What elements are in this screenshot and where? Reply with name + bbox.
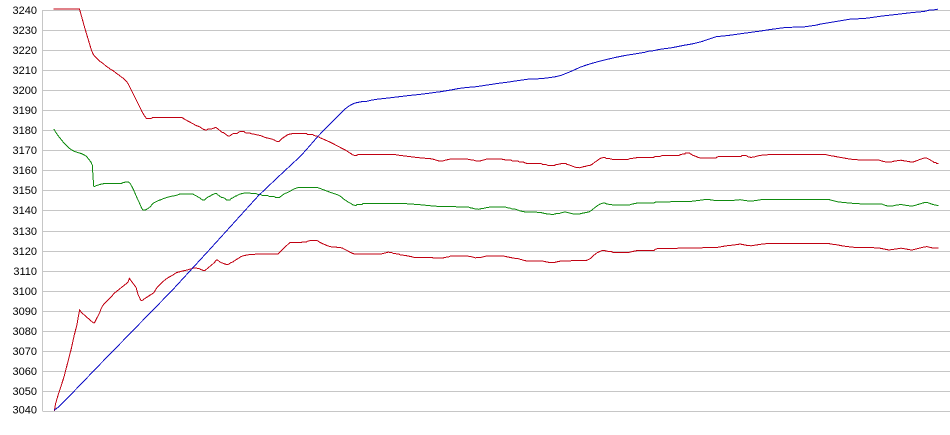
svg-text:3040: 3040 — [13, 405, 37, 417]
svg-text:3210: 3210 — [13, 65, 37, 77]
svg-text:3110: 3110 — [13, 266, 37, 278]
svg-text:3160: 3160 — [13, 165, 37, 177]
svg-text:3060: 3060 — [13, 366, 37, 378]
svg-text:3130: 3130 — [13, 226, 37, 238]
svg-text:3180: 3180 — [13, 125, 37, 137]
svg-text:3190: 3190 — [13, 105, 37, 117]
svg-text:3150: 3150 — [13, 185, 37, 197]
svg-text:3050: 3050 — [13, 386, 37, 398]
svg-text:3230: 3230 — [13, 25, 37, 37]
svg-text:3080: 3080 — [13, 326, 37, 338]
svg-text:3220: 3220 — [13, 45, 37, 57]
svg-text:3200: 3200 — [13, 85, 37, 97]
svg-text:3070: 3070 — [13, 346, 37, 358]
svg-text:3240: 3240 — [13, 5, 37, 17]
svg-text:3100: 3100 — [13, 286, 37, 298]
svg-text:3170: 3170 — [13, 145, 37, 157]
svg-text:3090: 3090 — [13, 306, 37, 318]
svg-text:3140: 3140 — [13, 205, 37, 217]
svg-text:3120: 3120 — [13, 246, 37, 258]
